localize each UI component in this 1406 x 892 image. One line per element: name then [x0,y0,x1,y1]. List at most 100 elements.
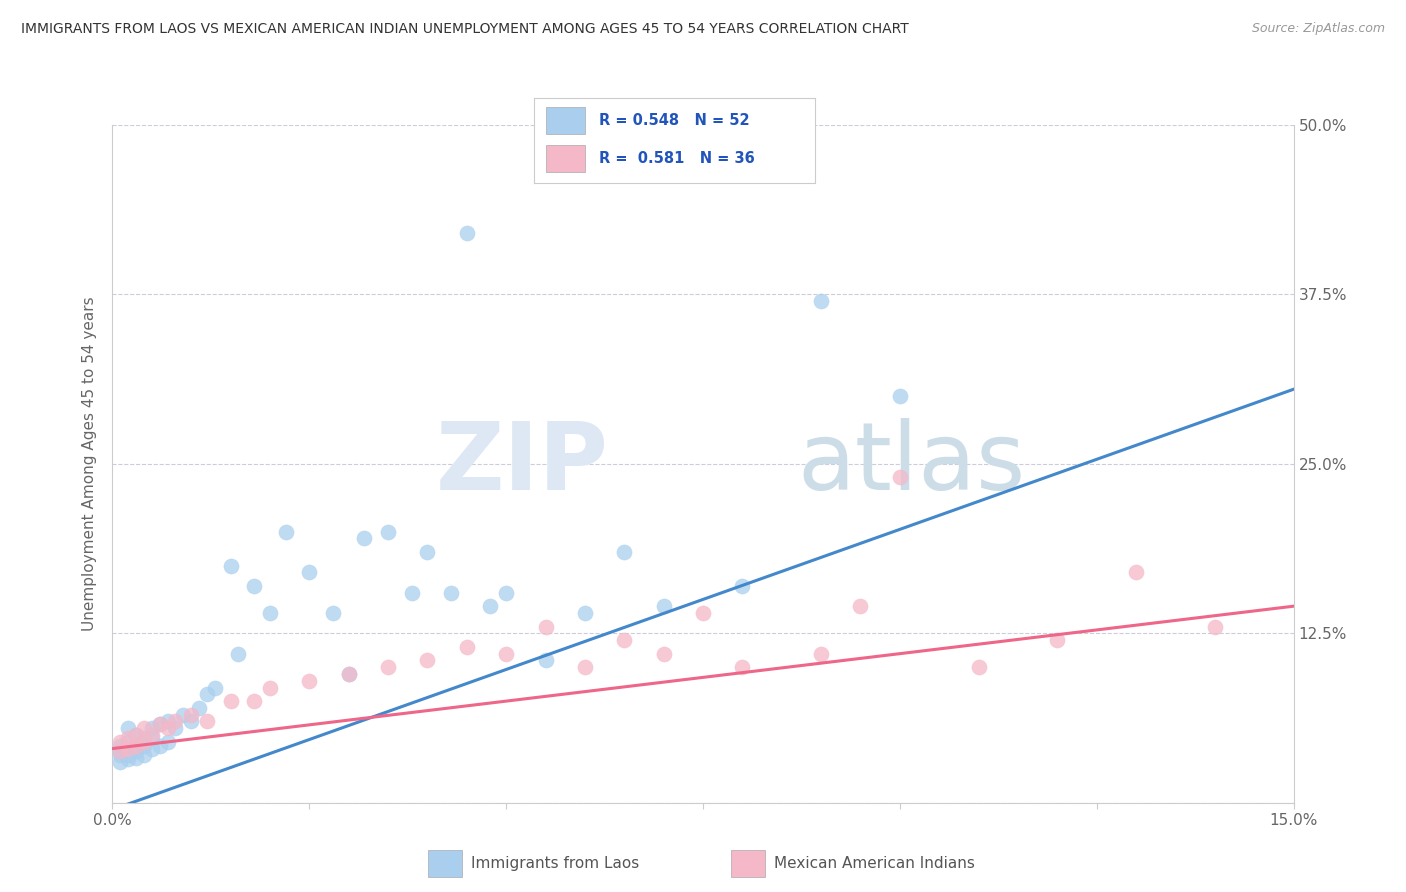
Point [117,735,139,749]
FancyBboxPatch shape [427,850,463,877]
Point [188,701,211,715]
Point [849,599,872,614]
Point [117,741,139,756]
Point [165,714,187,729]
Point [125,728,148,742]
Point [243,694,266,708]
Point [259,681,281,695]
Point [149,717,172,731]
Point [479,599,502,614]
Point [337,667,360,681]
Point [165,721,187,735]
Point [613,545,636,559]
Point [401,585,423,599]
Point [219,694,242,708]
Point [731,660,754,674]
Point [110,744,132,758]
Point [810,647,832,661]
Point [141,728,163,742]
Text: Source: ZipAtlas.com: Source: ZipAtlas.com [1251,22,1385,36]
Point [495,585,517,599]
Text: IMMIGRANTS FROM LAOS VS MEXICAN AMERICAN INDIAN UNEMPLOYMENT AMONG AGES 45 TO 54: IMMIGRANTS FROM LAOS VS MEXICAN AMERICAN… [21,22,908,37]
Point [117,748,139,763]
Point [416,653,439,667]
Point [149,739,172,753]
Point [440,585,463,599]
Point [110,744,132,758]
Point [125,728,148,742]
Y-axis label: Unemployment Among Ages 45 to 54 years: Unemployment Among Ages 45 to 54 years [82,296,97,632]
Point [967,660,990,674]
Point [1204,619,1226,633]
Point [416,545,439,559]
Point [456,227,478,241]
Point [613,633,636,648]
Text: atlas: atlas [797,417,1026,510]
Point [125,739,148,753]
Point [692,606,714,620]
Point [110,739,132,753]
Point [889,389,911,403]
Text: Mexican American Indians: Mexican American Indians [775,855,976,871]
Point [156,735,179,749]
Point [377,524,399,539]
FancyBboxPatch shape [731,850,765,877]
Point [274,524,297,539]
Point [141,741,163,756]
Point [534,653,557,667]
Point [125,739,148,753]
Point [180,707,202,722]
Point [117,741,139,756]
Point [1046,633,1069,648]
Point [132,735,155,749]
Point [110,748,132,763]
Point [110,735,132,749]
Point [534,619,557,633]
Point [456,640,478,654]
Point [353,532,375,546]
Point [132,731,155,745]
Point [228,647,250,661]
Point [110,755,132,769]
Point [243,579,266,593]
Point [652,599,675,614]
Point [731,579,754,593]
Point [125,744,148,758]
Point [337,667,360,681]
Point [259,606,281,620]
Point [495,647,517,661]
Point [117,731,139,745]
Point [141,721,163,735]
Point [889,470,911,484]
Point [195,687,218,701]
Point [117,752,139,766]
Point [132,739,155,753]
Point [172,707,194,722]
Point [156,714,179,729]
Point [377,660,399,674]
Point [132,721,155,735]
FancyBboxPatch shape [546,107,585,134]
Point [156,721,179,735]
FancyBboxPatch shape [546,145,585,172]
Point [141,731,163,745]
Point [810,294,832,309]
Text: R =  0.581   N = 36: R = 0.581 N = 36 [599,151,755,166]
Text: Immigrants from Laos: Immigrants from Laos [471,855,640,871]
Point [117,721,139,735]
Point [298,566,321,580]
Point [125,751,148,765]
Point [298,673,321,688]
Point [180,714,202,729]
Point [574,606,596,620]
Point [219,558,242,573]
Point [132,748,155,763]
Point [574,660,596,674]
Point [652,647,675,661]
Point [322,606,344,620]
Point [149,717,172,731]
Text: R = 0.548   N = 52: R = 0.548 N = 52 [599,112,749,128]
Point [195,714,218,729]
Text: ZIP: ZIP [436,417,609,510]
Point [1125,566,1147,580]
